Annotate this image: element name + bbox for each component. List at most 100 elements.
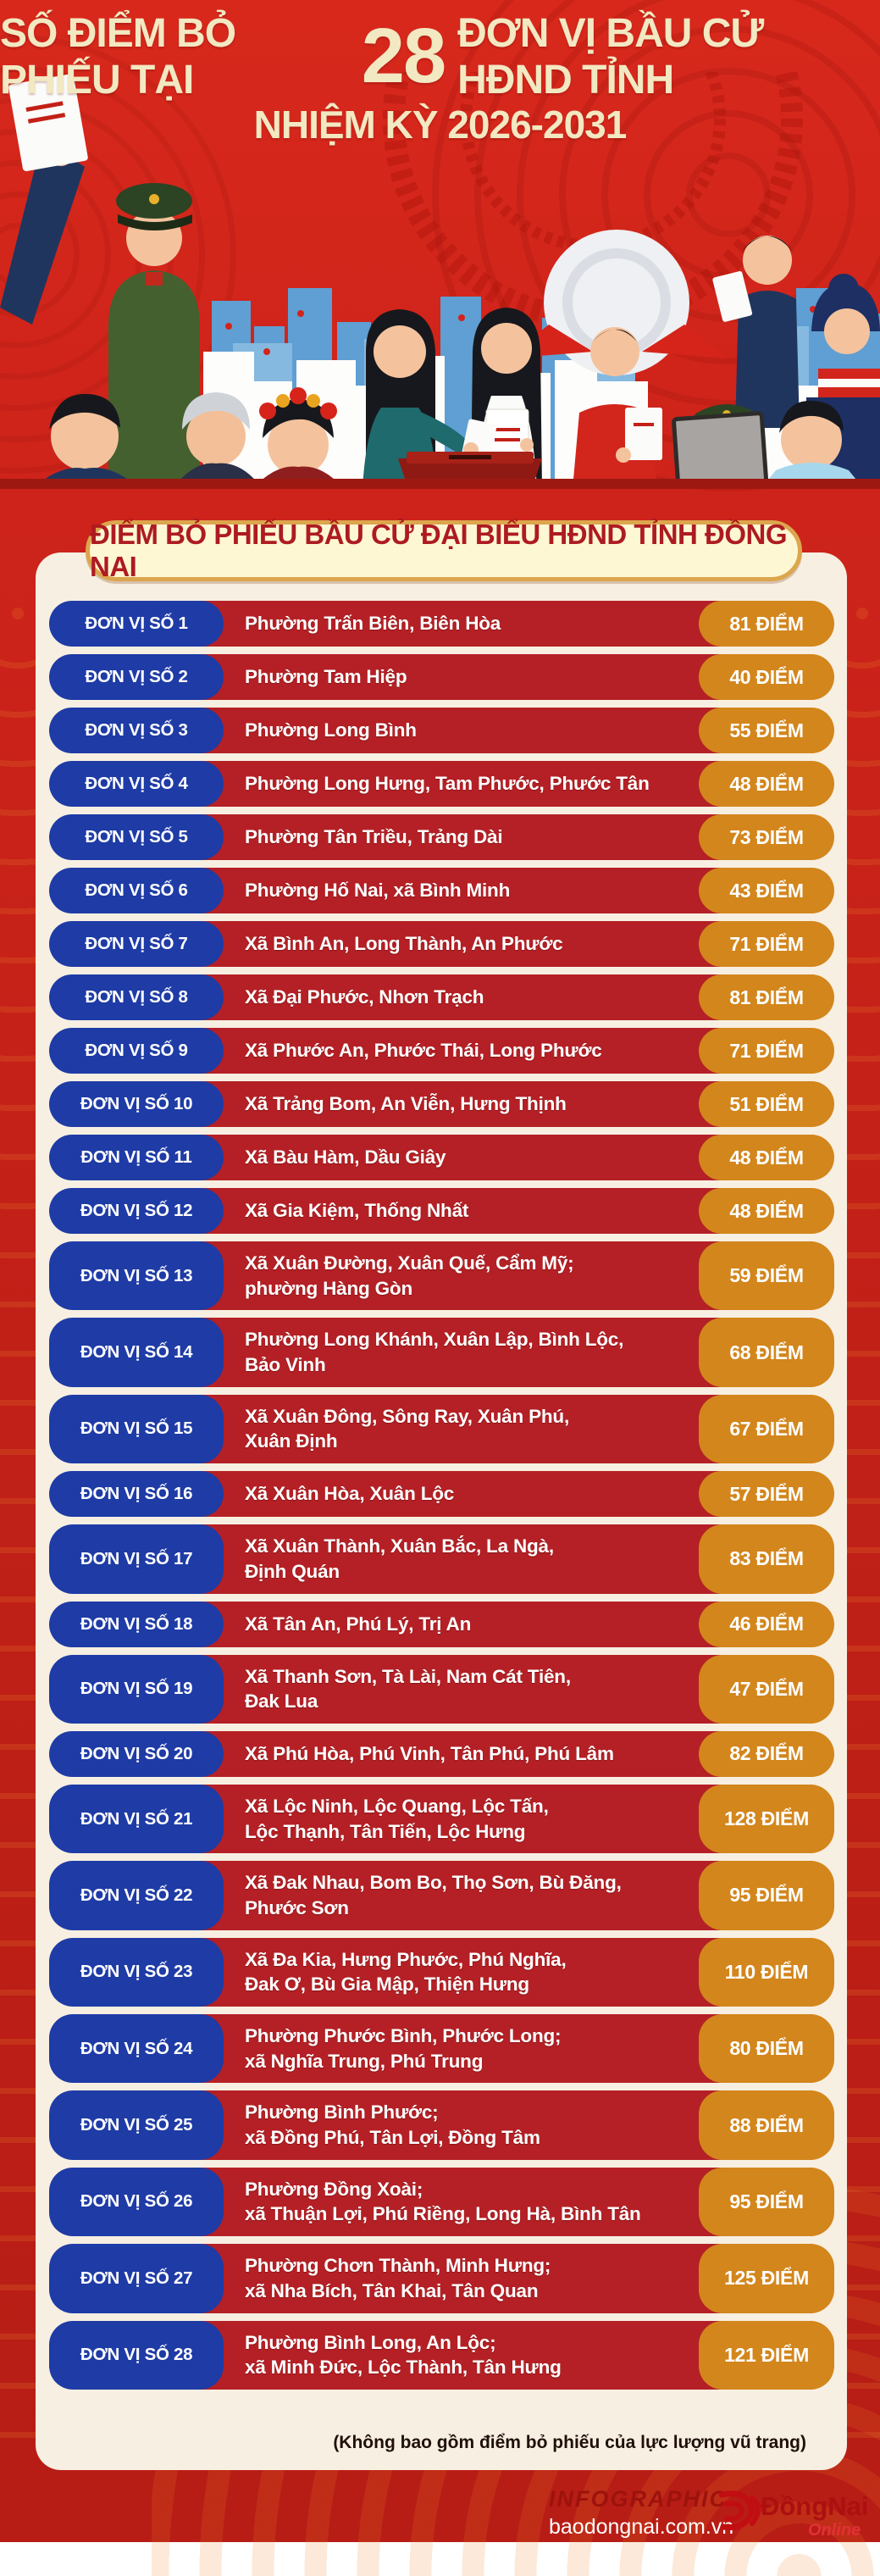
places-text: Phường Long Bình <box>245 719 417 741</box>
unit-badge: ĐƠN VỊ SỐ 7 <box>49 921 224 967</box>
logo-swoosh-icon <box>718 2490 761 2531</box>
units-list: ĐƠN VỊ SỐ 1 Phường Trấn Biên, Biên Hòa 8… <box>49 601 834 2397</box>
figure-suit-man <box>712 236 800 428</box>
places-text: Xã Gia Kiệm, Thống Nhất <box>245 1200 469 1222</box>
unit-badge-label: ĐƠN VỊ SỐ 25 <box>80 2115 193 2135</box>
exclusion-note: (Không bao gồm điểm bỏ phiếu của lực lượ… <box>333 2433 806 2452</box>
unit-badge: ĐƠN VỊ SỐ 24 <box>49 2014 224 2084</box>
crowd-illustration <box>0 72 880 489</box>
unit-badge: ĐƠN VỊ SỐ 18 <box>49 1601 224 1647</box>
score-badge: 43 ĐIỂM <box>699 868 834 913</box>
score-badge-label: 59 ĐIỂM <box>729 1264 804 1287</box>
table-row: ĐƠN VỊ SỐ 5 Phường Tân Triều, Trảng Dài … <box>49 814 834 860</box>
score-badge: 48 ĐIỂM <box>699 761 834 807</box>
table-row: ĐƠN VỊ SỐ 10 Xã Trảng Bom, An Viễn, Hưng… <box>49 1081 834 1127</box>
page-title-line2: NHIỆM KỲ 2026-2031 <box>253 103 628 147</box>
score-badge-label: 48 ĐIỂM <box>729 772 804 795</box>
unit-badge-label: ĐƠN VỊ SỐ 10 <box>80 1094 193 1113</box>
table-row: ĐƠN VỊ SỐ 1 Phường Trấn Biên, Biên Hòa 8… <box>49 601 834 647</box>
infographic-label: INFOGRAPHIC <box>549 2486 728 2512</box>
places-text: Phường Trấn Biên, Biên Hòa <box>245 613 501 635</box>
units-panel: ĐƠN VỊ SỐ 1 Phường Trấn Biên, Biên Hòa 8… <box>36 552 847 2470</box>
table-row: ĐƠN VỊ SỐ 21 Xã Lộc Ninh, Lộc Quang, Lộc… <box>49 1784 834 1854</box>
score-badge: 71 ĐIỂM <box>699 1028 834 1074</box>
unit-badge: ĐƠN VỊ SỐ 28 <box>49 2320 224 2390</box>
unit-badge: ĐƠN VỊ SỐ 5 <box>49 814 224 860</box>
unit-badge-label: ĐƠN VỊ SỐ 18 <box>80 1613 193 1634</box>
score-badge-label: 55 ĐIỂM <box>729 719 804 741</box>
places-text: Phường Chơn Thành, Minh Hưng; xã Nha Bíc… <box>245 2255 551 2301</box>
table-row: ĐƠN VỊ SỐ 20 Xã Phú Hòa, Phú Vinh, Tân P… <box>49 1730 834 1777</box>
unit-badge-label: ĐƠN VỊ SỐ 22 <box>80 1885 193 1905</box>
score-badge: 57 ĐIỂM <box>699 1471 834 1518</box>
score-badge: 51 ĐIỂM <box>699 1081 834 1127</box>
unit-badge: ĐƠN VỊ SỐ 22 <box>49 1861 224 1930</box>
unit-badge: ĐƠN VỊ SỐ 6 <box>49 868 224 913</box>
website-link[interactable]: baodongnai.com.vn <box>549 2515 734 2539</box>
figure-blueshirt-man <box>761 400 864 489</box>
right-ornament-strip <box>844 585 880 2457</box>
unit-badge-label: ĐƠN VỊ SỐ 17 <box>80 1548 193 1568</box>
table-row: ĐƠN VỊ SỐ 7 Xã Bình An, Long Thành, An P… <box>49 921 834 967</box>
title-suffix: ĐƠN VỊ BẦU CỬ HĐND TỈNH <box>457 11 764 103</box>
places-text: Phường Tam Hiệp <box>245 666 407 688</box>
unit-badge: ĐƠN VỊ SỐ 13 <box>49 1241 224 1311</box>
score-badge: 95 ĐIỂM <box>699 2167 834 2237</box>
score-badge: 80 ĐIỂM <box>699 2014 834 2084</box>
table-row: ĐƠN VỊ SỐ 13 Xã Xuân Đường, Xuân Quế, Cẩ… <box>49 1241 834 1311</box>
table-row: ĐƠN VỊ SỐ 17 Xã Xuân Thành, Xuân Bắc, La… <box>49 1524 834 1594</box>
left-ornament-strip <box>0 585 36 2457</box>
places-text: Phường Hố Nai, xã Bình Minh <box>245 880 511 902</box>
score-badge-label: 71 ĐIỂM <box>729 932 804 955</box>
places-text: Phường Bình Long, An Lộc; xã Minh Đức, L… <box>245 2331 562 2379</box>
page-title-line1: SỐ ĐIỂM BỎ PHIẾU TẠI 28 ĐƠN VỊ BẦU CỬ HĐ… <box>0 10 880 103</box>
score-badge-label: 46 ĐIỂM <box>729 1613 804 1635</box>
unit-badge: ĐƠN VỊ SỐ 21 <box>49 1784 224 1854</box>
score-badge: 95 ĐIỂM <box>699 1861 834 1930</box>
unit-badge: ĐƠN VỊ SỐ 27 <box>49 2244 224 2313</box>
score-badge: 125 ĐIỂM <box>699 2244 834 2313</box>
section-header-label: ĐIỂM BỎ PHIẾU BẦU CỬ ĐẠI BIỂU HĐND TỈNH … <box>90 519 788 582</box>
score-badge: 48 ĐIỂM <box>699 1188 834 1234</box>
places-text: Phường Phước Bình, Phước Long; xã Nghĩa … <box>245 2025 562 2072</box>
unit-badge-label: ĐƠN VỊ SỐ 15 <box>80 1418 193 1439</box>
score-badge-label: 51 ĐIỂM <box>729 1092 804 1115</box>
unit-badge: ĐƠN VỊ SỐ 9 <box>49 1028 224 1074</box>
unit-badge: ĐƠN VỊ SỐ 10 <box>49 1081 224 1127</box>
unit-badge: ĐƠN VỊ SỐ 17 <box>49 1524 224 1594</box>
unit-badge-label: ĐƠN VỊ SỐ 24 <box>80 2038 193 2058</box>
places-text: Xã Xuân Đường, Xuân Quế, Cẩm Mỹ; phường … <box>245 1252 574 1299</box>
unit-badge: ĐƠN VỊ SỐ 15 <box>49 1394 224 1464</box>
unit-badge-label: ĐƠN VỊ SỐ 12 <box>80 1201 193 1220</box>
places-text: Xã Xuân Hòa, Xuân Lộc <box>245 1483 455 1505</box>
unit-badge-label: ĐƠN VỊ SỐ 16 <box>80 1484 193 1504</box>
score-badge-label: 40 ĐIỂM <box>729 665 804 688</box>
score-badge: 88 ĐIỂM <box>699 2090 834 2160</box>
score-badge-label: 48 ĐIỂM <box>729 1146 804 1169</box>
unit-badge: ĐƠN VỊ SỐ 23 <box>49 1937 224 2007</box>
score-badge-label: 128 ĐIỂM <box>724 1807 809 1830</box>
unit-badge-label: ĐƠN VỊ SỐ 2 <box>85 667 188 686</box>
score-badge-label: 95 ĐIỂM <box>729 2190 804 2212</box>
laptop-board <box>672 411 769 489</box>
unit-badge-label: ĐƠN VỊ SỐ 14 <box>80 1342 193 1363</box>
table-row: ĐƠN VỊ SỐ 12 Xã Gia Kiệm, Thống Nhất 48 … <box>49 1188 834 1234</box>
score-badge-label: 81 ĐIỂM <box>729 612 804 635</box>
figure-soldier <box>108 183 200 489</box>
unit-badge: ĐƠN VỊ SỐ 14 <box>49 1318 224 1387</box>
score-badge: 110 ĐIỂM <box>699 1937 834 2007</box>
score-badge-label: 67 ĐIỂM <box>729 1417 804 1440</box>
score-badge-label: 43 ĐIỂM <box>729 879 804 902</box>
footer-credit: INFOGRAPHIC baodongnai.com.vn <box>549 2486 733 2540</box>
score-badge: 82 ĐIỂM <box>699 1730 834 1777</box>
unit-badge: ĐƠN VỊ SỐ 26 <box>49 2167 224 2237</box>
unit-badge-label: ĐƠN VỊ SỐ 19 <box>80 1679 193 1699</box>
score-badge: 73 ĐIỂM <box>699 814 834 860</box>
table-row: ĐƠN VỊ SỐ 14 Phường Long Khánh, Xuân Lập… <box>49 1318 834 1387</box>
places-text: Phường Long Hưng, Tam Phước, Phước Tân <box>245 773 650 795</box>
places-text: Phường Long Khánh, Xuân Lập, Bình Lộc, B… <box>245 1329 624 1376</box>
score-badge-label: 68 ĐIỂM <box>729 1341 804 1363</box>
places-text: Xã Bình An, Long Thành, An Phước <box>245 933 563 955</box>
title-prefix: SỐ ĐIỂM BỎ PHIẾU TẠI <box>0 11 236 103</box>
